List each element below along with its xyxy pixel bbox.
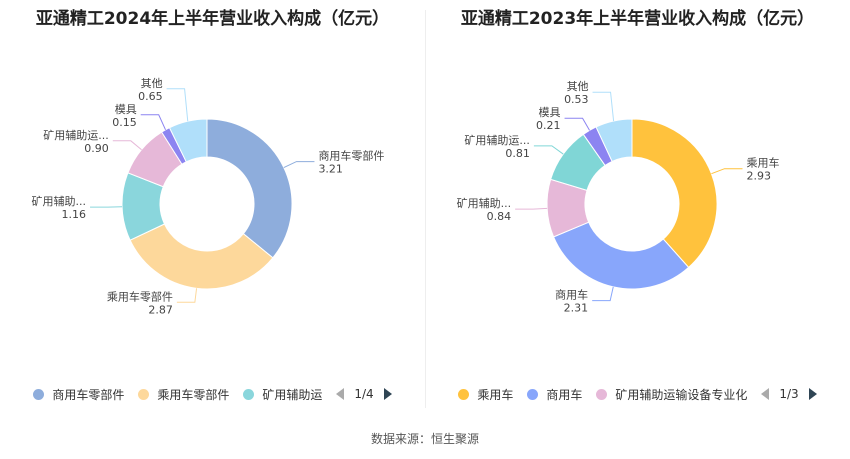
legend-item[interactable]: 乘用车零部件 — [138, 386, 229, 403]
slice-value-label: 2.31 — [564, 302, 589, 315]
legend-marker — [243, 388, 255, 400]
donut-slice[interactable] — [206, 118, 293, 259]
leader-line — [592, 286, 614, 302]
slice-label: 商用车 — [555, 288, 588, 302]
prev-page-icon[interactable] — [336, 388, 345, 400]
slice-value-label: 2.87 — [148, 303, 173, 316]
legend: 乘用车 商用车 矿用辅助运输设备专业化 1/3 — [425, 384, 850, 404]
data-source-note: 数据来源：恒生聚源 — [370, 432, 479, 446]
slice-value-label: 1.16 — [62, 208, 87, 221]
leader-line — [564, 117, 590, 131]
slice-label: 矿用辅助... — [457, 196, 512, 210]
donut-slice[interactable] — [552, 221, 690, 290]
slice-value-label: 0.90 — [84, 142, 109, 155]
slice-value-label: 0.15 — [112, 116, 137, 129]
legend-item[interactable]: 矿用辅助运 — [243, 386, 322, 403]
legend-label: 乘用车 — [477, 387, 514, 402]
slice-label: 矿用辅助运... — [464, 133, 530, 147]
legend-label: 商用车 — [546, 387, 583, 402]
legend-label: 商用车零部件 — [52, 387, 125, 402]
chart-title: 亚通精工2024年上半年营业收入构成（亿元） — [35, 9, 390, 29]
donut-slice[interactable] — [631, 118, 718, 269]
panel-divider — [425, 10, 426, 408]
donut-chart-2024: 商用车零部件3.21乘用车零部件2.87矿用辅助...1.16矿用辅助运...0… — [32, 77, 385, 316]
legend-pager: 1/4 — [336, 387, 392, 401]
slice-label: 矿用辅助... — [32, 194, 87, 208]
chart-panel-2024: 亚通精工2024年上半年营业收入构成（亿元） 商用车零部件 3.21 乘用车零部件 2… — [0, 0, 425, 420]
legend-label: 矿用辅助运 — [262, 387, 323, 402]
legend-page-indicator: 1/4 — [354, 387, 374, 401]
legend-page-indicator: 1/3 — [779, 387, 799, 401]
legend-marker — [138, 388, 150, 400]
chart-panel-2023: 亚通精工2023年上半年营业收入构成（亿元） 乘用车 2.93 商用车 2.31 矿用辅… — [425, 0, 850, 420]
chart-title: 亚通精工2023年上半年营业收入构成（亿元） — [460, 9, 815, 29]
donut-slice[interactable] — [168, 118, 208, 163]
legend-label: 矿用辅助运输设备专业化 — [615, 387, 748, 402]
legend-item[interactable]: 商用车零部件 — [33, 386, 124, 403]
slice-value-label: 0.81 — [505, 147, 530, 160]
next-page-icon[interactable] — [808, 388, 817, 400]
legend-pager: 1/3 — [761, 387, 817, 401]
slice-label: 矿用辅助运... — [43, 128, 109, 142]
slice-value-label: 3.21 — [318, 163, 343, 176]
legend-label: 乘用车零部件 — [157, 387, 230, 402]
slice-label: 模具 — [115, 103, 137, 116]
legend-item[interactable]: 商用车 — [527, 386, 582, 403]
legend-item[interactable]: 矿用辅助运输设备专业化 — [596, 386, 747, 403]
slice-label: 乘用车零部件 — [107, 289, 173, 303]
prev-page-icon[interactable] — [761, 388, 770, 400]
slice-value-label: 0.65 — [138, 90, 163, 103]
slice-value-label: 0.53 — [564, 93, 589, 106]
legend-marker — [527, 388, 539, 400]
slice-value-label: 2.93 — [746, 170, 771, 183]
leader-line — [515, 207, 548, 210]
legend-marker — [596, 388, 608, 400]
leader-line — [711, 168, 743, 175]
leader-line — [176, 288, 198, 303]
donut-slice[interactable] — [595, 118, 633, 163]
slice-label: 其他 — [567, 80, 589, 93]
leader-line — [533, 145, 564, 155]
leader-line — [283, 161, 315, 169]
slice-label: 乘用车 — [746, 156, 779, 170]
legend-item[interactable]: 乘用车 — [458, 386, 513, 403]
slice-label: 模具 — [539, 106, 561, 119]
leader-line — [140, 114, 166, 131]
slice-label: 商用车零部件 — [318, 149, 384, 163]
leader-line — [592, 91, 615, 122]
leader-line — [112, 140, 142, 151]
next-page-icon[interactable] — [383, 388, 392, 400]
slice-label: 其他 — [141, 77, 163, 90]
slice-value-label: 0.84 — [487, 210, 512, 223]
slice-value-label: 0.21 — [536, 119, 561, 132]
legend-marker — [33, 388, 45, 400]
donut-slice[interactable] — [129, 223, 274, 290]
legend-marker — [458, 388, 470, 400]
leader-line — [166, 88, 189, 122]
legend: 商用车零部件 乘用车零部件 矿用辅助运 1/4 — [0, 384, 425, 404]
